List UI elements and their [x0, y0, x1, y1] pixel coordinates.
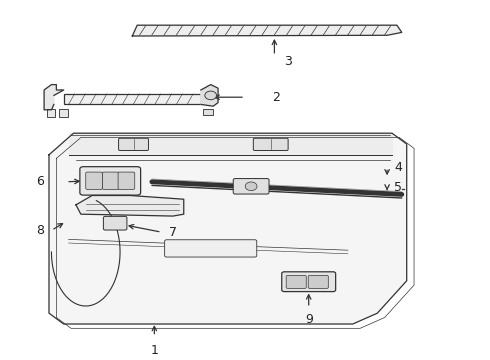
Bar	[59, 109, 68, 117]
FancyBboxPatch shape	[282, 272, 336, 292]
Circle shape	[245, 182, 257, 191]
Text: 4: 4	[394, 161, 402, 174]
FancyBboxPatch shape	[64, 94, 201, 104]
Polygon shape	[44, 85, 64, 110]
FancyBboxPatch shape	[118, 172, 135, 189]
Text: 2: 2	[272, 91, 280, 104]
Polygon shape	[201, 85, 218, 106]
Text: 5: 5	[394, 181, 402, 194]
Text: 7: 7	[169, 226, 177, 239]
Polygon shape	[49, 133, 407, 324]
FancyBboxPatch shape	[103, 216, 127, 230]
Bar	[203, 109, 213, 115]
FancyBboxPatch shape	[119, 138, 148, 150]
Polygon shape	[69, 133, 392, 155]
FancyBboxPatch shape	[102, 172, 119, 189]
Text: 9: 9	[305, 313, 313, 326]
Circle shape	[205, 91, 217, 100]
Bar	[47, 109, 55, 117]
FancyBboxPatch shape	[233, 179, 269, 194]
FancyBboxPatch shape	[165, 240, 257, 257]
FancyBboxPatch shape	[86, 172, 102, 189]
FancyBboxPatch shape	[80, 167, 141, 195]
FancyBboxPatch shape	[253, 138, 288, 150]
Text: 6: 6	[36, 175, 44, 188]
FancyBboxPatch shape	[286, 275, 306, 288]
Polygon shape	[76, 195, 184, 216]
FancyBboxPatch shape	[308, 275, 328, 288]
Polygon shape	[132, 25, 402, 36]
Text: 1: 1	[150, 344, 158, 357]
Text: 8: 8	[36, 224, 44, 237]
Text: 3: 3	[284, 55, 292, 68]
